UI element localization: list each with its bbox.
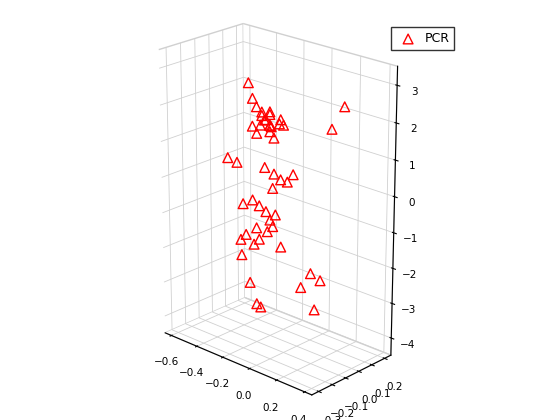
Legend: PCR: PCR	[391, 27, 454, 50]
